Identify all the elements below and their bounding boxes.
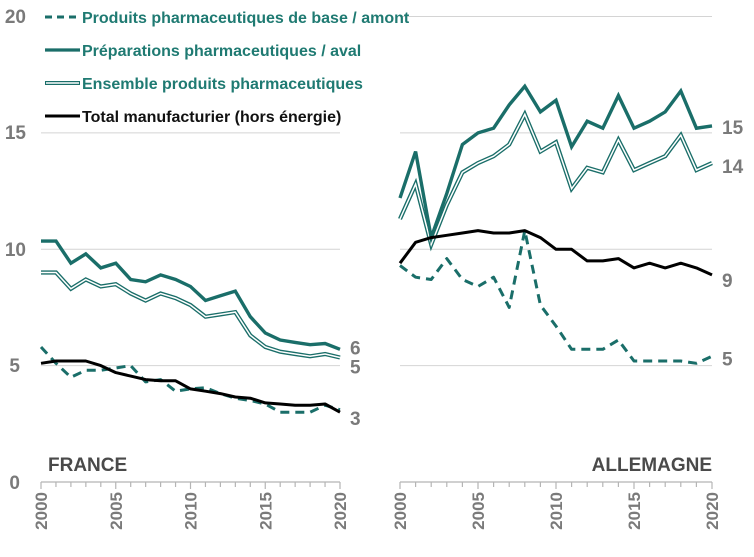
legend: Produits pharmaceutiques de base / amont… <box>36 2 410 128</box>
x-tick-label: 2020 <box>331 492 350 530</box>
series-line-total-france <box>40 359 341 414</box>
end-label-total: 3 <box>350 409 361 430</box>
series-line-base-france <box>39 345 341 414</box>
legend-label: Préparations pharmaceutiques / aval <box>82 43 361 60</box>
axes <box>40 481 713 489</box>
legend-background <box>36 2 366 128</box>
y-tick-label: 20 <box>5 7 26 28</box>
series-lines <box>39 83 713 414</box>
x-tick-label: 2015 <box>256 492 275 530</box>
x-tick-label: 2000 <box>32 492 51 530</box>
legend-item-ensemble: Ensemble produits pharmaceutiques <box>45 76 363 93</box>
legend-item-total: Total manufacturier (hors énergie) <box>45 109 341 126</box>
legend-item-aval: Préparations pharmaceutiques / aval <box>45 43 361 60</box>
series-line-ensemble-inner-allemagne <box>399 112 713 248</box>
x-tick-label: 2000 <box>391 492 410 530</box>
panel-label-allemagne: ALLEMAGNE <box>592 455 712 476</box>
x-tick-label: 2020 <box>703 492 722 530</box>
y-tick-label: 10 <box>5 240 26 261</box>
x-tick-label: 2005 <box>107 492 126 530</box>
end-label-aval: 15 <box>722 118 744 139</box>
legend-label: Ensemble produits pharmaceutiques <box>82 76 363 93</box>
y-tick-label: 0 <box>9 473 20 494</box>
x-tick-label: 2015 <box>625 492 644 530</box>
y-tick-label: 15 <box>5 123 27 144</box>
series-line-ensemble-inner-france <box>41 271 341 359</box>
series-line-aval-allemagne <box>398 83 713 245</box>
end-label-aval: 6 <box>350 338 361 359</box>
labels: 20 15 10 5 0 FRANCE ALLEMAGNE 2000 2005 20… <box>5 7 744 530</box>
x-tick-label: 2005 <box>469 492 488 530</box>
end-label-base: 5 <box>722 349 733 370</box>
y-tick-label: 5 <box>9 356 20 377</box>
end-label-ensemble: 5 <box>350 357 361 378</box>
x-tick-label: 2010 <box>547 492 566 530</box>
panel-label-france: FRANCE <box>48 455 127 476</box>
end-label-total: 9 <box>722 271 733 292</box>
legend-label: Total manufacturier (hors énergie) <box>82 109 341 126</box>
legend-label: Produits pharmaceutiques de base / amont <box>82 10 410 27</box>
legend-item-base: Produits pharmaceutiques de base / amont <box>45 10 410 27</box>
series-line-aval-france <box>41 239 341 351</box>
x-tick-label: 2010 <box>182 492 201 530</box>
end-label-ensemble: 14 <box>722 157 744 178</box>
series-line-ensemble-allemagne <box>398 109 713 252</box>
series-line-base-allemagne <box>399 229 713 365</box>
series-line-total-allemagne <box>398 229 713 277</box>
